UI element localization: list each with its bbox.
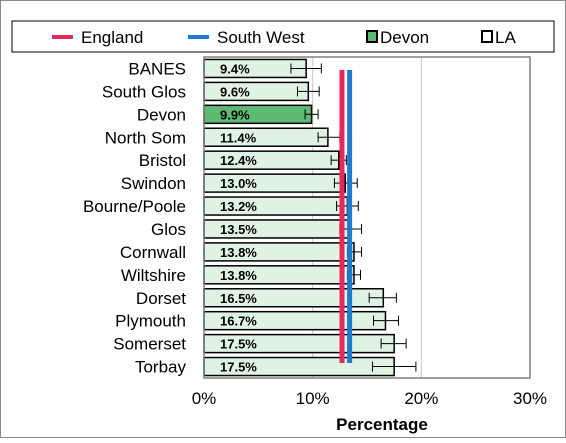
bar-value-label: 12.4% [220,153,257,168]
bar-value-label: 17.5% [220,337,257,352]
category-label: Devon [137,105,186,124]
legend-label: Devon [380,28,429,47]
bar-value-label: 13.2% [220,199,257,214]
x-tick-label: 0% [192,389,217,408]
legend-box [11,20,555,53]
category-label: Somerset [113,335,186,354]
category-label: Swindon [121,174,186,193]
bar-value-label: 9.9% [220,107,250,122]
bar-value-label: 11.4% [220,130,257,145]
x-tick-label: 30% [513,389,547,408]
category-label: Glos [151,220,186,239]
category-label: BANES [128,59,186,78]
category-label: Wiltshire [121,266,186,285]
bar-value-label: 13.5% [220,222,257,237]
bar-value-label: 16.5% [220,291,257,306]
x-tick-label: 10% [296,389,330,408]
bar-value-label: 16.7% [220,314,257,329]
category-label: Bristol [139,151,186,170]
category-label: Dorset [136,289,186,308]
legend-label: LA [495,28,516,47]
category-label: Bourne/Poole [83,197,186,216]
plot-border [203,56,531,379]
bar-value-label: 9.6% [220,84,250,99]
category-label: Plymouth [115,312,186,331]
x-axis-title: Percentage [336,415,428,434]
category-label: South Glos [102,82,186,101]
bar-value-label: 13.0% [220,176,257,191]
legend-label: South West [217,28,305,47]
bar-value-label: 9.4% [220,61,250,76]
legend-swatch [366,30,378,43]
category-label: Cornwall [120,243,186,262]
legend-swatch [481,30,493,43]
x-tick-label: 20% [404,389,438,408]
legend-label: England [81,28,143,47]
bar-value-label: 13.8% [220,268,257,283]
bar-value-label: 13.8% [220,245,257,260]
category-label: Torbay [135,358,187,377]
bar-value-label: 17.5% [220,360,257,375]
category-label: North Som [105,128,186,147]
